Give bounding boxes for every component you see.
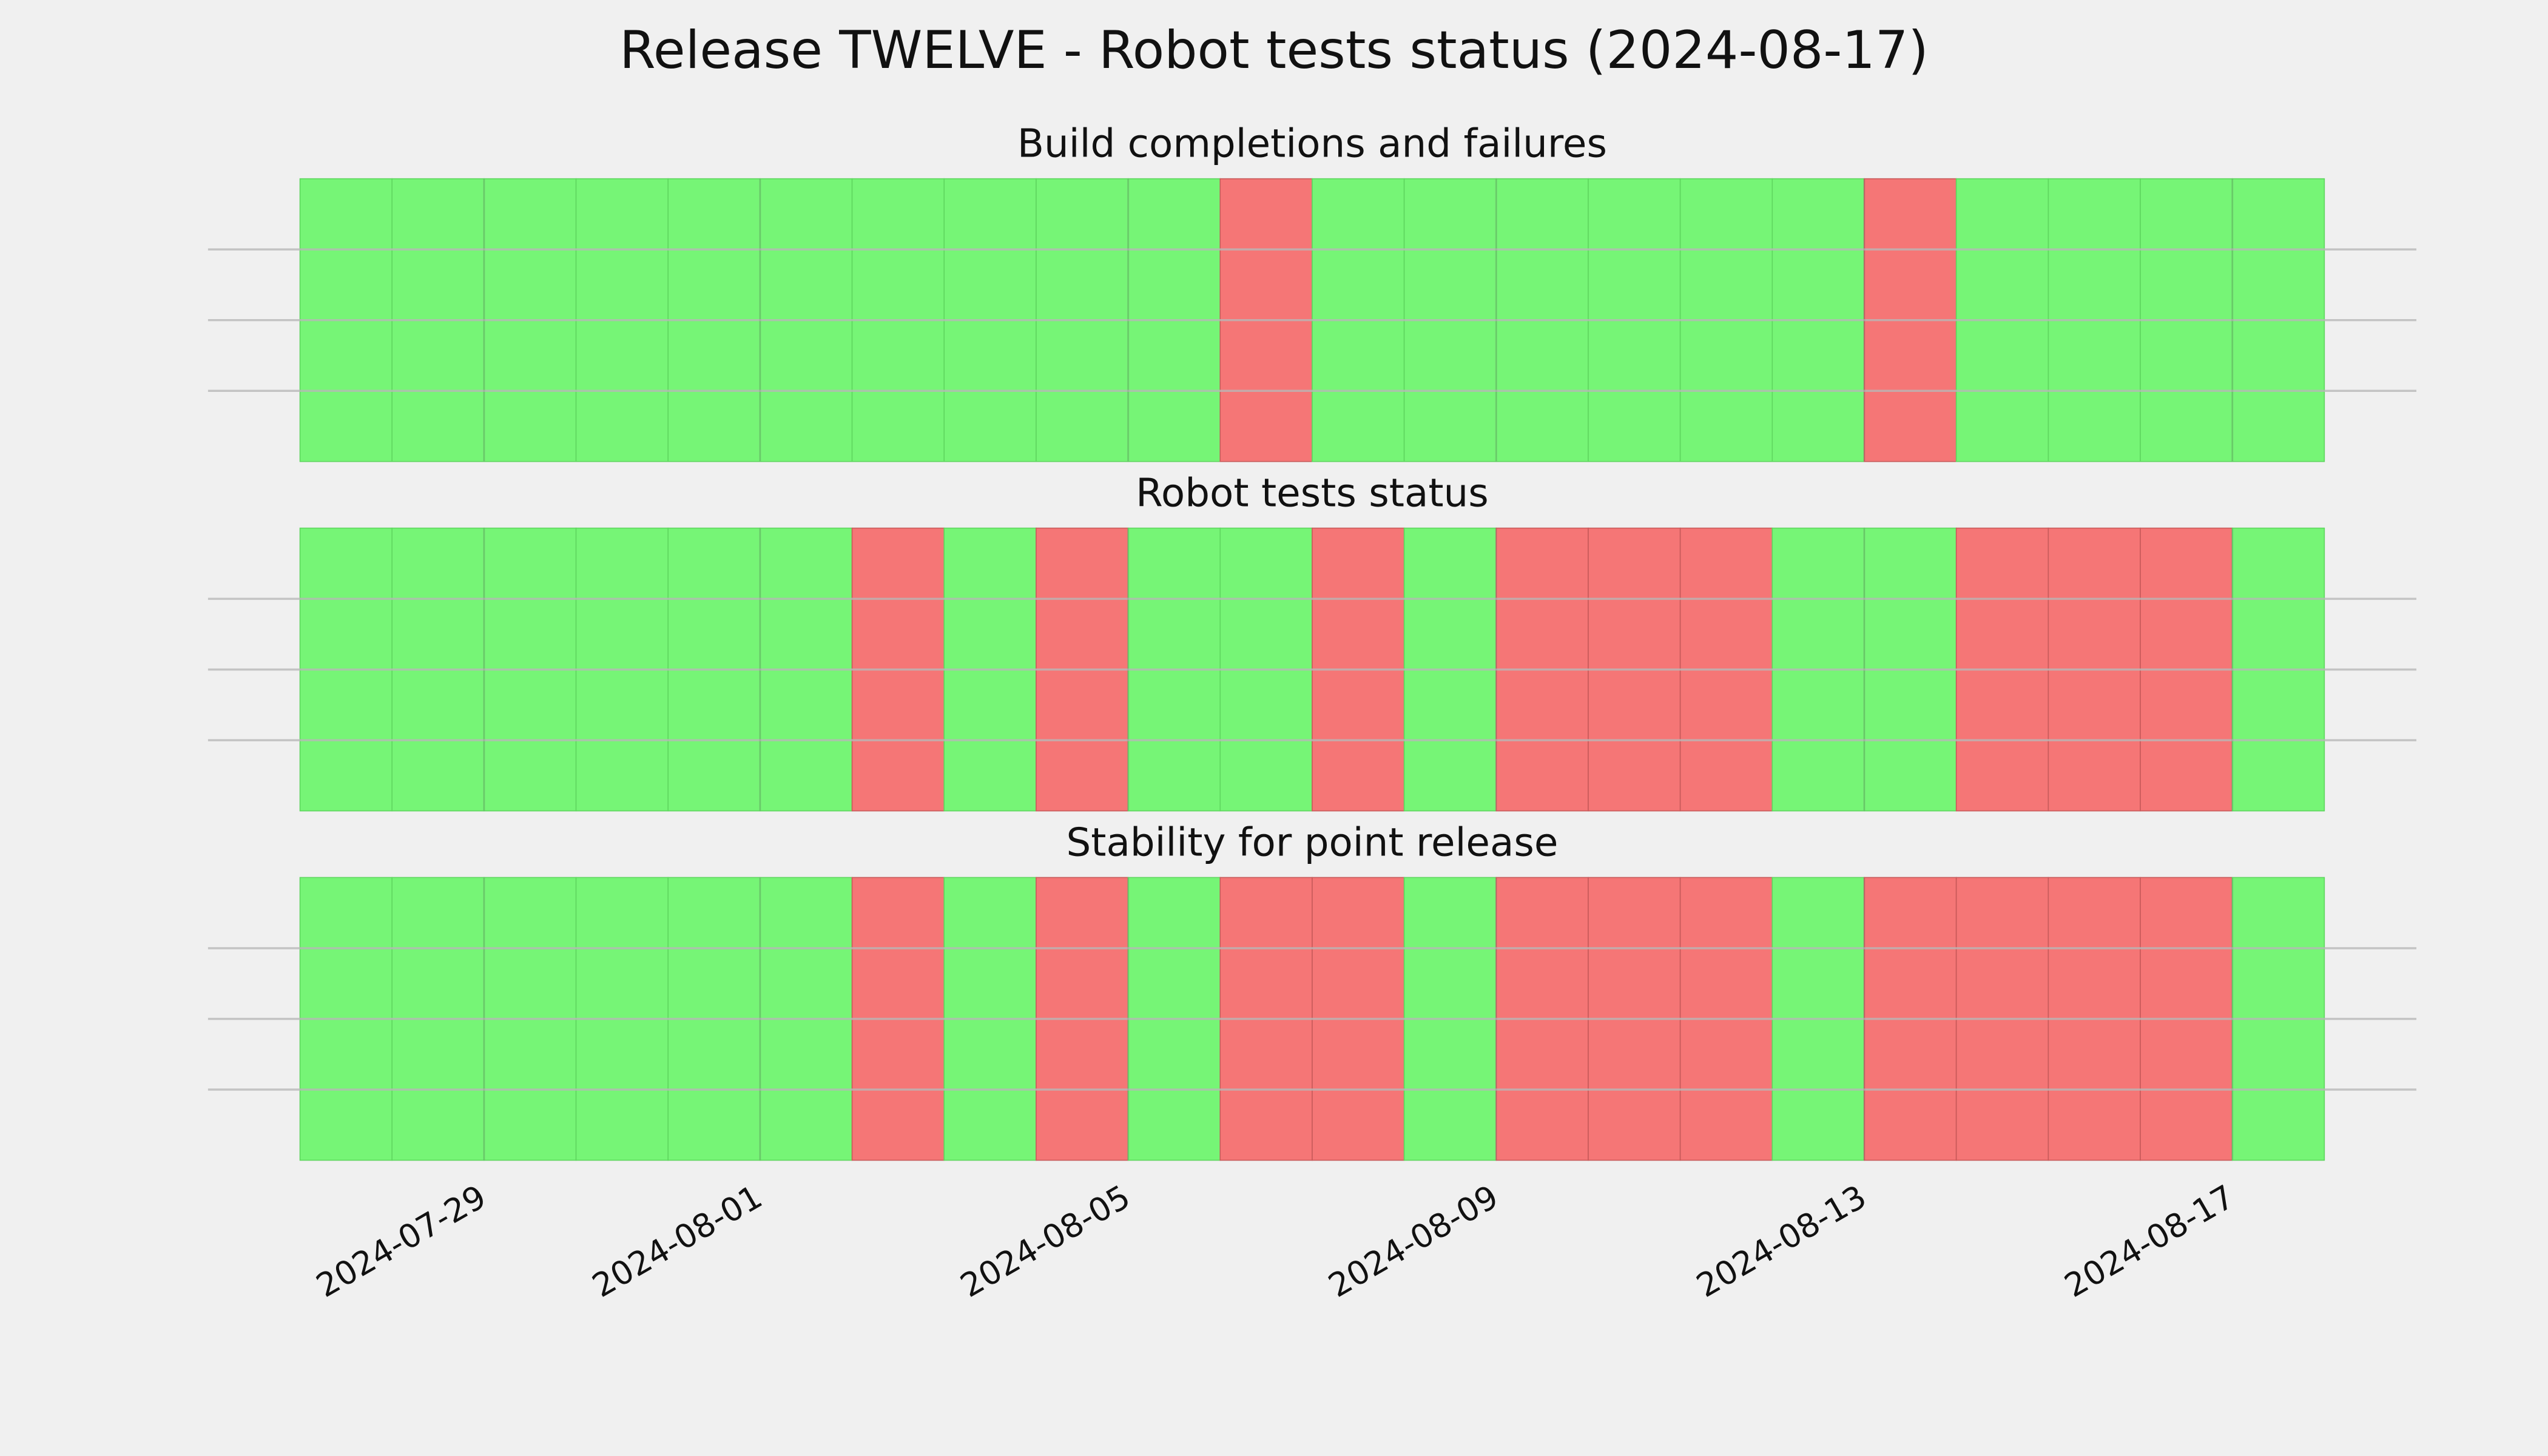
chart-title: Release TWELVE - Robot tests status (202…: [619, 20, 1929, 81]
panel-title: Robot tests status: [1136, 471, 1489, 516]
panel-title: Build completions and failures: [1017, 121, 1607, 167]
panel-title: Stability for point release: [1067, 820, 1559, 865]
